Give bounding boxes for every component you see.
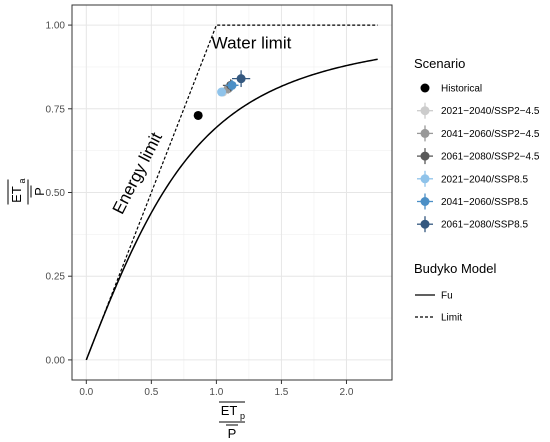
y-tick-label: 0.75	[46, 104, 66, 115]
y-tick-label: 0.50	[46, 188, 66, 199]
legend-label: 2061−2080/SSP2−4.5	[441, 152, 540, 163]
x-tick-label: 2.0	[340, 387, 354, 398]
x-tick-label: 1.5	[274, 387, 288, 398]
annotations: Water limit Energy limit	[109, 34, 292, 218]
energy-limit-annotation: Energy limit	[109, 129, 166, 217]
data-point	[236, 74, 246, 84]
legend-key-point	[420, 197, 430, 206]
x-axis-label-numerator: ET	[221, 403, 238, 418]
legend-label: Fu	[441, 291, 453, 302]
data-point	[217, 87, 227, 97]
legend-label: Historical	[441, 84, 482, 95]
y-axis-label-numerator: ET	[9, 186, 24, 203]
legend-key-point	[420, 128, 430, 138]
budyko-curves	[85, 24, 378, 361]
y-axis-label-subscript: a	[17, 178, 27, 183]
legend-label: 2061−2080/SSP8.5	[441, 220, 528, 231]
x-axis-label-denominator: P	[228, 426, 237, 441]
x-tick-label: 1.0	[209, 387, 223, 398]
data-points	[193, 70, 251, 120]
legend-label: 2041−2060/SSP2−4.5	[441, 129, 540, 140]
legend-key-point	[420, 151, 430, 161]
legend-key-point	[420, 106, 430, 116]
legend-label: 2021−2040/SSP8.5	[441, 174, 528, 185]
y-axis-label: ET aP	[7, 178, 47, 205]
y-axis-label-denominator: P	[32, 187, 47, 196]
y-tick-label: 0.25	[46, 272, 66, 283]
x-tick-label: 0.5	[144, 387, 158, 398]
legend: Scenario Historical 2021−2040/SSP2−4.5 2041…	[414, 56, 540, 324]
y-tick-label: 1.00	[46, 21, 66, 32]
limit-line	[85, 24, 378, 361]
fu-curve	[85, 58, 378, 361]
legend-title-scenario: Scenario	[414, 56, 465, 71]
x-axis-label-subscript: p	[240, 411, 245, 421]
data-point	[193, 110, 203, 120]
grid-major	[72, 5, 392, 380]
legend-title-budyko-model: Budyko Model	[414, 261, 496, 276]
legend-key-point	[420, 174, 430, 184]
water-limit-annotation: Water limit	[212, 34, 292, 53]
x-tick-label: 0.0	[79, 387, 93, 398]
legend-label: 2041−2060/SSP8.5	[441, 197, 528, 208]
axis-ticks: 0.0 0.5 1.0 1.5 2.0 0.00 0.25 0.50 0.75 1.00	[46, 21, 354, 398]
data-point	[227, 80, 237, 90]
legend-key-point	[420, 83, 430, 93]
legend-key-point	[420, 219, 430, 229]
legend-label: Limit	[441, 313, 462, 324]
y-tick-label: 0.00	[46, 355, 66, 366]
legend-label: 2021−2040/SSP2−4.5	[441, 106, 540, 117]
